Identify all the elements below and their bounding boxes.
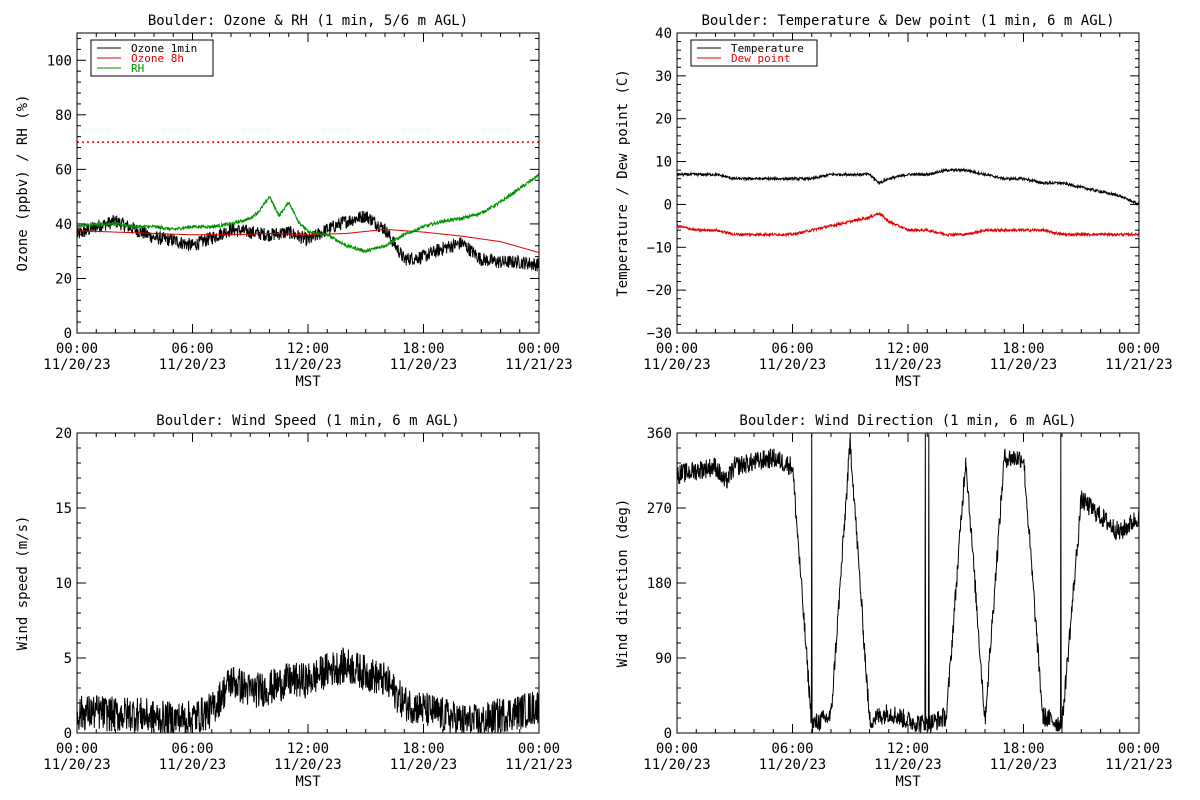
y-tick-label: −20 <box>647 283 672 299</box>
x-tick-time-label: 06:00 <box>171 741 213 757</box>
x-tick-date-label: 11/21/23 <box>505 757 572 773</box>
x-tick-date-label: 11/21/23 <box>1105 357 1172 373</box>
series-line-ozone-8h <box>77 228 539 253</box>
y-tick-label: 60 <box>55 162 72 178</box>
y-tick-label: 0 <box>64 326 72 342</box>
series-line-temperature <box>677 167 1139 207</box>
x-tick-date-label: 11/20/23 <box>274 357 341 373</box>
panel-ozone: Boulder: Ozone & RH (1 min, 5/6 m AGL) 0 2… <box>15 13 573 390</box>
series-line-wdir <box>677 433 1139 733</box>
x-tick-date-label: 11/21/23 <box>505 357 572 373</box>
y-tick-label: 360 <box>647 426 672 442</box>
x-tick-date-label: 11/20/23 <box>759 357 826 373</box>
x-tick-date-label: 11/20/23 <box>159 357 226 373</box>
series-line-dew-point <box>677 212 1139 238</box>
x-axis-label: MST <box>295 774 321 790</box>
x-tick-time-label: 18:00 <box>402 341 444 357</box>
x-tick-time-label: 06:00 <box>771 741 813 757</box>
panel-temp: Boulder: Temperature & Dew point (1 min,… <box>615 13 1173 390</box>
chart-title: Boulder: Wind Speed (1 min, 6 m AGL) <box>156 413 459 429</box>
chart-title: Boulder: Temperature & Dew point (1 min,… <box>701 13 1114 29</box>
y-tick-label: 180 <box>647 576 672 592</box>
y-tick-label: 0 <box>664 197 672 213</box>
y-axis-label: Wind direction (deg) <box>615 499 631 668</box>
y-tick-label: 15 <box>55 501 72 517</box>
x-tick-time-label: 00:00 <box>518 741 560 757</box>
x-tick-date-label: 11/20/23 <box>390 757 457 773</box>
y-tick-label: 90 <box>655 651 672 667</box>
legend-label: Dew point <box>731 52 791 65</box>
legend-box <box>690 39 818 67</box>
y-tick-label: 30 <box>655 69 672 85</box>
x-tick-date-label: 11/20/23 <box>43 757 110 773</box>
x-tick-time-label: 00:00 <box>56 341 98 357</box>
y-tick-label: −10 <box>647 240 672 256</box>
y-axis-label: Wind speed (m/s) <box>15 516 31 651</box>
panel-wdir: Boulder: Wind Direction (1 min, 6 m AGL)… <box>615 413 1173 790</box>
x-tick-date-label: 11/20/23 <box>874 357 941 373</box>
legend-label: Ozone 8h <box>131 52 184 65</box>
x-tick-date-label: 11/20/23 <box>990 757 1057 773</box>
y-tick-label: 80 <box>55 108 72 124</box>
chart-title: Boulder: Wind Direction (1 min, 6 m AGL) <box>739 413 1076 429</box>
y-tick-label: 10 <box>655 155 672 171</box>
legend-label: RH <box>131 62 144 75</box>
y-tick-label: 20 <box>655 112 672 128</box>
x-tick-time-label: 00:00 <box>1118 341 1160 357</box>
x-tick-date-label: 11/20/23 <box>643 757 710 773</box>
y-tick-label: 10 <box>55 576 72 592</box>
y-tick-label: 20 <box>55 426 72 442</box>
x-axis-label: MST <box>895 774 921 790</box>
series-line-rh <box>77 173 539 254</box>
y-tick-label: −30 <box>647 326 672 342</box>
x-tick-time-label: 18:00 <box>1002 341 1044 357</box>
x-tick-date-label: 11/20/23 <box>390 357 457 373</box>
y-tick-label: 5 <box>64 651 72 667</box>
x-axis-label: MST <box>295 374 321 390</box>
x-tick-time-label: 18:00 <box>402 741 444 757</box>
x-tick-date-label: 11/20/23 <box>159 757 226 773</box>
x-axis-label: MST <box>895 374 921 390</box>
x-tick-time-label: 12:00 <box>887 741 929 757</box>
legend-label: Ozone 1min <box>131 42 197 55</box>
x-tick-time-label: 00:00 <box>656 741 698 757</box>
x-tick-time-label: 06:00 <box>171 341 213 357</box>
x-tick-time-label: 06:00 <box>771 341 813 357</box>
panel-wspd: Boulder: Wind Speed (1 min, 6 m AGL) 0 5 10… <box>15 413 573 790</box>
legend-label: Temperature <box>731 42 804 55</box>
x-tick-time-label: 00:00 <box>518 341 560 357</box>
x-tick-date-label: 11/20/23 <box>874 757 941 773</box>
x-tick-date-label: 11/20/23 <box>43 357 110 373</box>
x-tick-time-label: 12:00 <box>887 341 929 357</box>
chart-title: Boulder: Ozone & RH (1 min, 5/6 m AGL) <box>148 13 468 29</box>
y-tick-label: 40 <box>655 26 672 42</box>
x-tick-date-label: 11/21/23 <box>1105 757 1172 773</box>
x-tick-time-label: 00:00 <box>656 341 698 357</box>
y-tick-label: 0 <box>664 726 672 742</box>
x-tick-date-label: 11/20/23 <box>274 757 341 773</box>
y-tick-label: 20 <box>55 271 72 287</box>
y-axis-label: Temperature / Dew point (C) <box>615 69 631 297</box>
x-tick-time-label: 00:00 <box>1118 741 1160 757</box>
y-tick-label: 0 <box>64 726 72 742</box>
y-tick-label: 270 <box>647 501 672 517</box>
y-axis-label: Ozone (ppbv) / RH (%) <box>15 94 31 271</box>
y-tick-label: 100 <box>47 53 72 69</box>
y-tick-label: 40 <box>55 217 72 233</box>
x-tick-time-label: 00:00 <box>56 741 98 757</box>
x-tick-date-label: 11/20/23 <box>759 757 826 773</box>
x-tick-time-label: 12:00 <box>287 341 329 357</box>
x-tick-date-label: 11/20/23 <box>643 357 710 373</box>
x-tick-time-label: 18:00 <box>1002 741 1044 757</box>
x-tick-time-label: 12:00 <box>287 741 329 757</box>
x-tick-date-label: 11/20/23 <box>990 357 1057 373</box>
